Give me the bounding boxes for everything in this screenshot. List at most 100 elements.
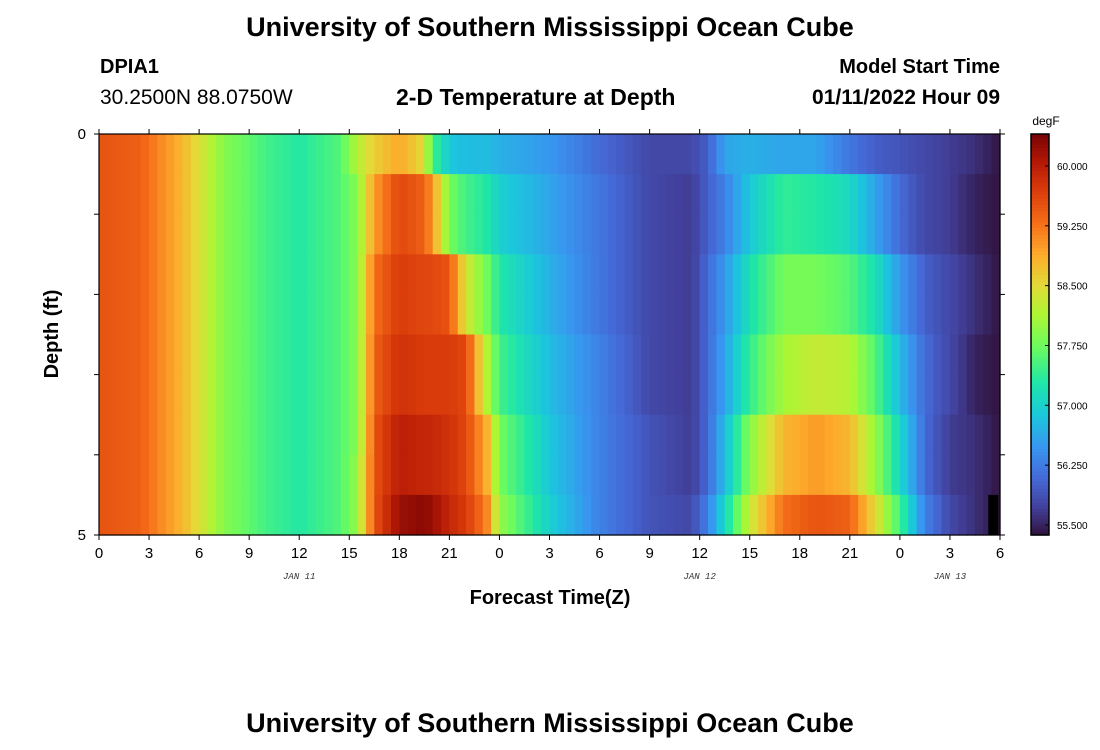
heatmap-cell [641,374,651,416]
heatmap-cell [149,134,158,175]
heatmap-cell [382,414,392,456]
heatmap-cell [499,414,509,456]
heatmap-cell [507,454,517,496]
heatmap-cell [682,414,692,456]
heatmap-cell [340,454,350,496]
heatmap-cell [691,334,701,376]
heatmap-cell [691,294,701,336]
heatmap-cell [357,174,367,215]
heatmap-cell [232,374,242,416]
heatmap-cell [691,414,701,456]
colorbar-segment [1031,194,1049,199]
heatmap-cell [365,214,375,255]
heatmap-cell [432,134,442,175]
heatmap-cell [349,174,359,215]
heatmap-cell [407,174,417,215]
heatmap-cell [374,174,384,215]
colorbar-segment [1031,397,1049,402]
heatmap-cell [374,454,384,496]
heatmap-cell [708,134,717,175]
x-tick-label: 6 [595,545,603,562]
colorbar-segment [1031,137,1049,142]
heatmap-cell [257,454,267,496]
colorbar-segment [1031,518,1049,523]
heatmap-cell [549,294,559,336]
colorbar-segment [1031,274,1049,279]
heatmap-cell [991,294,1001,336]
heatmap-cell [340,174,350,215]
heatmap-cell [432,374,442,416]
heatmap-cell [516,134,526,175]
heatmap-cell [382,254,392,295]
heatmap-cell [524,214,534,255]
heatmap-cell [774,174,784,215]
heatmap-cell [682,374,692,416]
heatmap-cell [733,414,742,456]
heatmap-cell [390,214,400,255]
heatmap-cell [190,374,200,416]
heatmap-cell [708,334,717,376]
heatmap-cell [374,414,384,456]
heatmap-cell [99,254,108,295]
heatmap-cell [607,374,617,416]
heatmap-cell [657,214,667,255]
heatmap-cell [365,454,375,496]
heatmap-cell [265,414,275,456]
heatmap-cell [541,334,551,376]
colorbar-segment [1031,150,1049,155]
heatmap-cell [799,134,809,175]
heatmap-cell [866,174,876,215]
heatmap-cell [974,334,984,376]
heatmap-cell [457,174,467,215]
heatmap-cell [774,334,784,376]
heatmap-cell [299,334,309,376]
heatmap-cell [883,294,893,336]
heatmap-cell [916,294,926,336]
heatmap-cell [115,254,125,295]
heatmap-cell [674,414,684,456]
heatmap-cell [791,214,801,255]
heatmap-cell [774,494,784,536]
heatmap-cell [574,374,584,416]
heatmap-cell [591,414,601,456]
heatmap-cell [924,414,934,456]
heatmap-cell [407,134,417,175]
heatmap-cell [933,374,943,416]
heatmap-cell [224,374,234,416]
heatmap-cell [182,494,192,536]
colorbar-segment [1031,180,1049,185]
heatmap-cell [491,134,501,175]
y-tick-label: 5 [78,527,86,544]
heatmap-cell [808,454,818,496]
heatmap-cell [432,334,442,376]
heatmap-cell [883,454,893,496]
heatmap-cell [724,254,734,295]
colorbar-segment [1031,481,1049,486]
heatmap-cell [365,414,375,456]
heatmap-cell [174,214,184,255]
heatmap-cell [174,494,184,536]
heatmap-cell [716,134,726,175]
heatmap-cell [441,374,450,416]
heatmap-cell [332,214,342,255]
heatmap-cell [691,174,701,215]
heatmap-cell [532,214,542,255]
x-tick-label: 18 [391,545,408,562]
heatmap-cell [457,214,467,255]
heatmap-cell [365,334,375,376]
heatmap-cell [758,334,767,376]
heatmap-cell [165,294,175,336]
heatmap-cell [324,254,334,295]
heatmap-cell [591,334,601,376]
colorbar-segment [1031,418,1049,422]
heatmap-cell [416,254,425,295]
heatmap-cell [274,494,284,536]
heatmap-cell [649,374,659,416]
heatmap-cell [682,294,692,336]
heatmap-cell [849,294,859,336]
colorbar-segment [1031,474,1049,479]
heatmap-cell [232,174,242,215]
heatmap-cell [733,254,742,295]
heatmap-cell [883,494,893,536]
